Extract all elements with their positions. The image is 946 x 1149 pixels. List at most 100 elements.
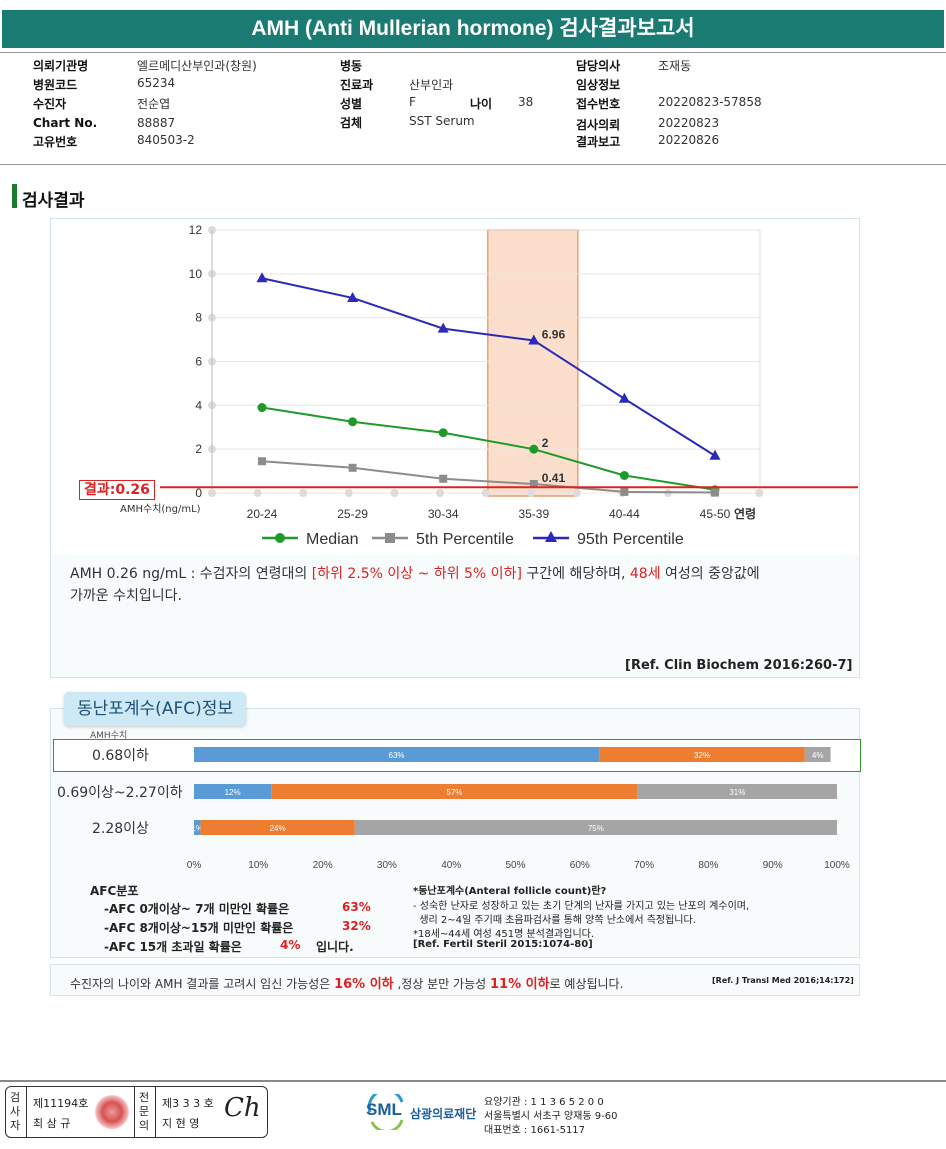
dept-label: 진료과: [340, 78, 374, 92]
p95-point: [256, 272, 268, 283]
p95-point: [437, 322, 449, 333]
afc-bar-segment: [271, 784, 638, 799]
receipt-value: 20220823-57858: [658, 95, 762, 109]
age-label: 나이: [470, 97, 493, 111]
p5-point: [348, 463, 357, 472]
afc-bar-segment: [354, 820, 837, 835]
afc-xtick-label: 40%: [441, 860, 461, 871]
p5-point: [711, 488, 719, 497]
unique-no-value: 840503-2: [137, 133, 195, 147]
report-title: AMH (Anti Mullerian hormone) 검사결과보고서: [2, 10, 944, 48]
afc-xtick-label: 50%: [505, 860, 525, 871]
amh-line-chart: 0 2 4 6 8 10 12 AMH수치(ng/mL) 20-24 25-29 30-34 35-3…: [120, 223, 858, 548]
legend-label: Median: [306, 531, 358, 548]
ytick-label: 0: [195, 486, 202, 500]
interp-age: 48세: [629, 566, 661, 582]
summary-prefix: 수진자의 나이와 AMH 결과를 고려시 임신 가능성은: [70, 977, 335, 991]
afc-xtick-label: 90%: [763, 860, 783, 871]
afc-title: 동난포계수(AFC)정보: [64, 692, 246, 726]
p5-point: [439, 474, 448, 483]
summary-ref: [Ref. J Transl Med 2016;14:172]: [712, 976, 854, 985]
xtick-label: 20-24: [247, 507, 278, 521]
specimen-value: SST Serum: [409, 114, 475, 128]
afc-note-line: [Ref. Fertil Steril 2015:1074-80]: [413, 939, 593, 950]
sign-divider-1: [26, 1087, 27, 1137]
request-label: 검사의뢰: [576, 118, 621, 132]
afc-xtick-label: 60%: [570, 860, 590, 871]
p95-point: [618, 392, 630, 403]
section-title: 검사결과: [22, 191, 85, 211]
legend-label: 5th Percentile: [416, 531, 514, 548]
afc-row-label: 0.69이상~2.27이하: [57, 785, 183, 801]
afc-seg-label: 24%: [270, 824, 286, 833]
afc-note-line: *18세~44세 여성 451명 분석결과입니다.: [413, 929, 595, 940]
interpretation-line2: 가까운 수치입니다.: [70, 588, 182, 604]
afc-col-label: AMH수치: [90, 731, 128, 741]
afc-seg-label: 12%: [225, 788, 241, 797]
x-unit-label: 연령: [734, 506, 756, 521]
interp-prefix: AMH 0.26 ng/mL : 수검자의 연령대의: [70, 566, 312, 582]
summary-mid: ,정상 분만 가능성: [393, 977, 490, 991]
header-divider: [0, 52, 946, 53]
afc-bar-segment: [200, 820, 355, 835]
chart-area: [51, 219, 859, 554]
doctor-label: 담당의사: [576, 59, 621, 73]
hosp-code-label: 병원코드: [33, 78, 78, 92]
data-label: 6.96: [542, 327, 566, 341]
y-axis-label: AMH수치(ng/mL): [120, 503, 201, 515]
xtick-dot: [253, 489, 262, 497]
legend-marker: [545, 531, 557, 542]
org-name: 삼광의료재단: [410, 1107, 477, 1121]
afc-xtick-label: 100%: [824, 860, 850, 871]
afc-dist-value: 32%: [342, 919, 371, 933]
p5-point: [529, 480, 538, 489]
p95-point: [528, 334, 540, 345]
afc-note-line: - 성숙한 난자로 성장하고 있는 초기 단계의 난자를 가지고 있는 난포의 …: [413, 901, 750, 912]
median-point: [257, 403, 267, 413]
interp-suffix: 여성의 중앙값에: [660, 566, 760, 582]
interpretation-text: AMH 0.26 ng/mL : 수검자의 연령대의 [하위 2.5% 이상 ~…: [70, 563, 860, 583]
data-label: 0.41: [542, 471, 566, 485]
afc-stacked-bar-chart: 0.68이하 63% 32% 4% 0.69이상~2.27이하 12% 57% 31% 2.28…: [57, 747, 850, 871]
median-point: [438, 428, 448, 438]
legend-marker: [275, 533, 285, 543]
p95-point: [709, 449, 721, 460]
xtick-dot: [344, 489, 353, 497]
dept-value: 산부인과: [409, 78, 454, 92]
info-divider: [0, 164, 946, 165]
sex-label: 성별: [340, 97, 363, 111]
afc-xtick-label: 0%: [187, 860, 202, 871]
tester-label: 검사자: [9, 1091, 21, 1132]
sign-divider-3: [155, 1087, 156, 1137]
afc-xtick-label: 70%: [634, 860, 654, 871]
series-line-5th-percentile: [261, 460, 716, 494]
footer-divider: [0, 1080, 946, 1082]
afc-bar-segment: [599, 747, 805, 762]
report-value: 20220826: [658, 133, 720, 147]
org-line-2: 서울특별시 서초구 양재동 9-60: [484, 1111, 618, 1122]
afc-note-line: 생리 2~4일 주기때 초음파검사를 통해 양쪽 난소에서 측정됩니다.: [413, 915, 696, 926]
sex-value: F: [409, 95, 416, 109]
hosp-code-value: 65234: [137, 76, 176, 90]
summary-birth: 11% 이하: [489, 977, 550, 992]
afc-dist-value: 63%: [342, 900, 371, 914]
ytick-label: 4: [195, 398, 202, 412]
org-line-3: 대표번호 : 1661-5117: [484, 1125, 586, 1136]
data-label: 2: [542, 436, 549, 450]
median-point: [619, 470, 629, 480]
xtick-dot: [481, 489, 490, 497]
request-value: 20220823: [658, 116, 720, 130]
xtick-label: 30-34: [428, 507, 459, 521]
specialist-no: 제3 3 3 호: [162, 1097, 214, 1110]
report-label: 결과보고: [576, 135, 621, 149]
seal-icon: [95, 1095, 129, 1129]
age-value: 38: [518, 95, 534, 109]
afc-bar-segment: [194, 784, 272, 799]
afc-xtick-label: 20%: [313, 860, 333, 871]
xtick-label: 45-50: [700, 507, 731, 521]
afc-seg-label: 4%: [812, 751, 824, 760]
patient-label: 수진자: [33, 97, 67, 111]
xtick-dot: [527, 489, 536, 497]
interp-mid: 구간에 해당하며,: [521, 566, 630, 582]
afc-seg-label: 32%: [694, 751, 710, 760]
